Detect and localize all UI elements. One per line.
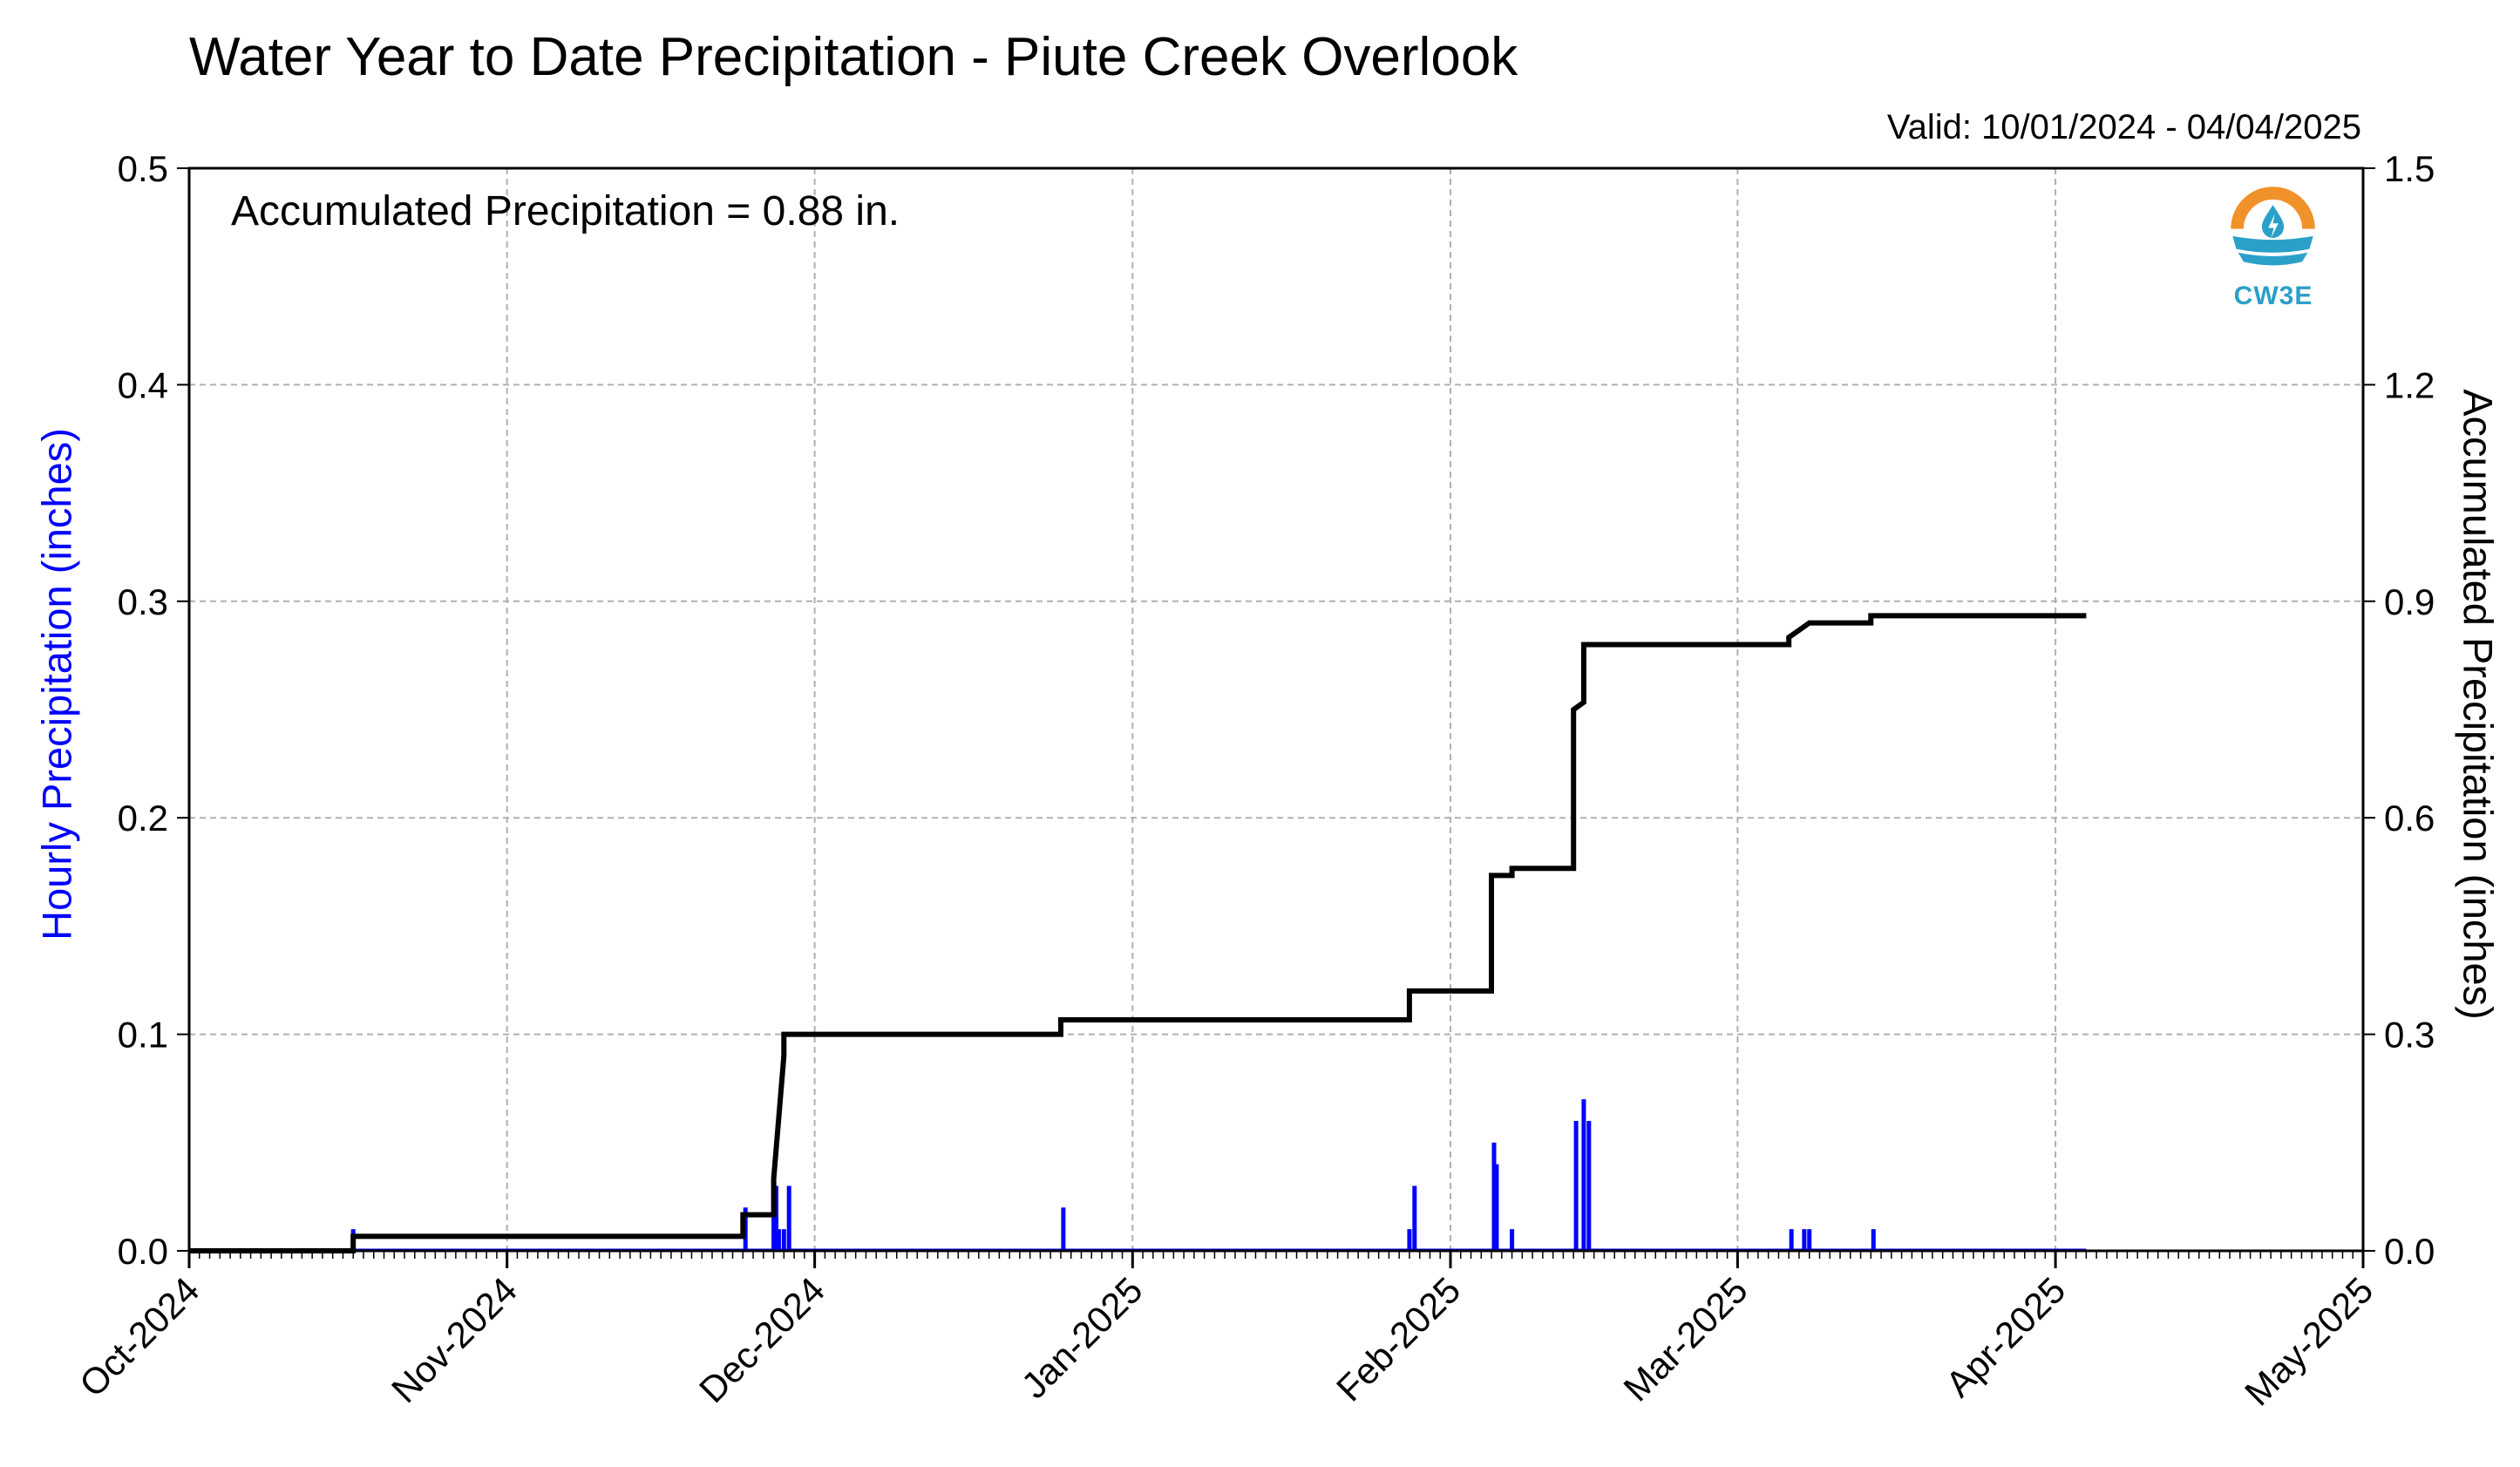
accumulated-annotation: Accumulated Precipitation = 0.88 in. [231,188,900,234]
y-tick-label-left: 0.1 [118,1015,168,1056]
accumulated-line [189,613,2087,1253]
chart-title: Water Year to Date Precipitation - Piute… [189,27,1518,87]
hourly-bar [1581,1099,1586,1251]
cw3e-logo-icon [2231,187,2315,275]
x-tick-label: Mar-2025 [1615,1269,1755,1409]
hourly-bar [1412,1185,1417,1251]
x-tick-label: Dec-2024 [691,1269,832,1410]
hourly-bar [1573,1120,1579,1251]
hourly-bar [773,1185,778,1251]
logo-text: CW3E [2233,282,2313,310]
hourly-bar [771,1207,777,1251]
hourly-bar [1510,1229,1515,1251]
hourly-bar [1491,1142,1497,1251]
y-tick-label-right: 0.9 [2384,581,2435,622]
y-tick-label-right: 1.2 [2384,364,2435,405]
hourly-bar [776,1229,781,1251]
hourly-bar [1807,1229,1812,1251]
hourly-bar [1586,1120,1592,1251]
hourly-bar [1802,1229,1807,1251]
axes: 0.0 0.1 0.2 0.3 0.4 0.5 0.0 0.3 0.6 0.9 1.2 1.5 Oct-… [71,148,2435,1413]
hourly-bar [1789,1229,1794,1251]
accumulated-line-group [189,613,2087,1253]
x-tick-label: May-2025 [2237,1269,2381,1413]
x-tick-label: Nov-2024 [384,1269,525,1410]
y-tick-label-left: 0.0 [118,1231,168,1272]
y-tick-label-right: 0.0 [2384,1231,2435,1272]
hourly-bar [1407,1229,1412,1251]
x-tick-label: Oct-2024 [71,1269,207,1404]
x-tick-label: Feb-2025 [1328,1269,1468,1409]
hourly-bar [1061,1207,1066,1251]
y-tick-label-left: 0.4 [118,364,168,405]
y-tick-label-left: 0.5 [118,148,168,189]
y-tick-label-left: 0.3 [118,581,168,622]
plot-frame [187,166,2365,1253]
hourly-bars [189,1099,2087,1252]
x-tick-label: Apr-2025 [1938,1269,2073,1404]
y-tick-label-right: 1.5 [2384,148,2435,189]
hourly-bar [1494,1164,1499,1251]
y-tick-label-right: 0.3 [2384,1015,2435,1056]
grid [189,168,2363,1251]
valid-date-range: Valid: 10/01/2024 - 04/04/2025 [1886,108,2361,146]
hourly-bar [786,1185,791,1251]
y-tick-label-right: 0.6 [2384,798,2435,839]
hourly-bar [1871,1229,1876,1251]
y-tick-label-left: 0.2 [118,798,168,839]
x-tick-label: Jan-2025 [1014,1269,1151,1406]
hourly-bar [781,1229,786,1251]
